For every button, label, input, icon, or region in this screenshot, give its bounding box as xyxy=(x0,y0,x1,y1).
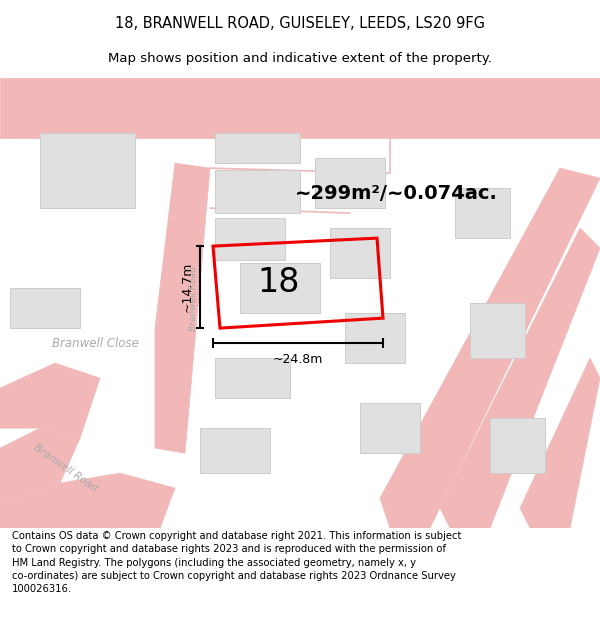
Text: ~299m²/~0.074ac.: ~299m²/~0.074ac. xyxy=(295,184,498,203)
Text: 18, BRANWELL ROAD, GUISELEY, LEEDS, LS20 9FG: 18, BRANWELL ROAD, GUISELEY, LEEDS, LS20… xyxy=(115,16,485,31)
Polygon shape xyxy=(520,358,600,528)
Text: ~14.7m: ~14.7m xyxy=(181,262,194,312)
Text: Map shows position and indicative extent of the property.: Map shows position and indicative extent… xyxy=(108,52,492,65)
Polygon shape xyxy=(10,288,80,328)
Text: Branwell Road: Branwell Road xyxy=(31,442,98,494)
Polygon shape xyxy=(0,428,80,503)
Polygon shape xyxy=(155,163,210,453)
Polygon shape xyxy=(215,170,300,213)
Polygon shape xyxy=(200,428,270,473)
Polygon shape xyxy=(0,363,100,438)
Text: Branwell Road: Branwell Road xyxy=(188,266,197,331)
Text: ~24.8m: ~24.8m xyxy=(273,353,323,366)
Polygon shape xyxy=(455,188,510,238)
Polygon shape xyxy=(315,158,385,208)
Polygon shape xyxy=(0,473,175,528)
Text: 18: 18 xyxy=(257,266,299,299)
Polygon shape xyxy=(360,403,420,453)
Polygon shape xyxy=(470,303,525,358)
Polygon shape xyxy=(215,218,285,260)
Polygon shape xyxy=(380,168,600,528)
Polygon shape xyxy=(490,418,545,473)
Polygon shape xyxy=(40,133,135,208)
Polygon shape xyxy=(215,358,290,398)
Text: Branwell Close: Branwell Close xyxy=(52,337,139,349)
Text: Contains OS data © Crown copyright and database right 2021. This information is : Contains OS data © Crown copyright and d… xyxy=(12,531,461,594)
Polygon shape xyxy=(440,228,600,528)
Polygon shape xyxy=(0,78,600,138)
Polygon shape xyxy=(240,263,320,313)
Polygon shape xyxy=(330,228,390,278)
Polygon shape xyxy=(215,133,300,163)
Polygon shape xyxy=(345,313,405,363)
